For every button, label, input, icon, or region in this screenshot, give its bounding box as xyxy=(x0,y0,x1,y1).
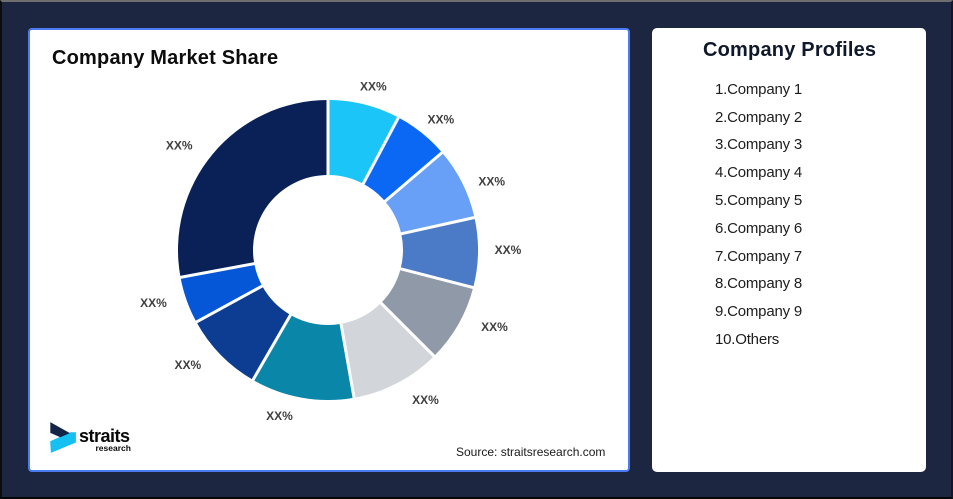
svg-text:XX%: XX% xyxy=(140,296,167,310)
svg-text:XX%: XX% xyxy=(495,243,522,257)
svg-text:XX%: XX% xyxy=(412,393,439,407)
svg-text:XX%: XX% xyxy=(360,80,387,94)
svg-text:XX%: XX% xyxy=(166,139,193,153)
svg-text:XX%: XX% xyxy=(266,409,293,423)
svg-text:XX%: XX% xyxy=(427,112,454,126)
svg-text:XX%: XX% xyxy=(481,320,508,334)
svg-text:XX%: XX% xyxy=(478,174,505,188)
svg-text:XX%: XX% xyxy=(174,358,201,372)
